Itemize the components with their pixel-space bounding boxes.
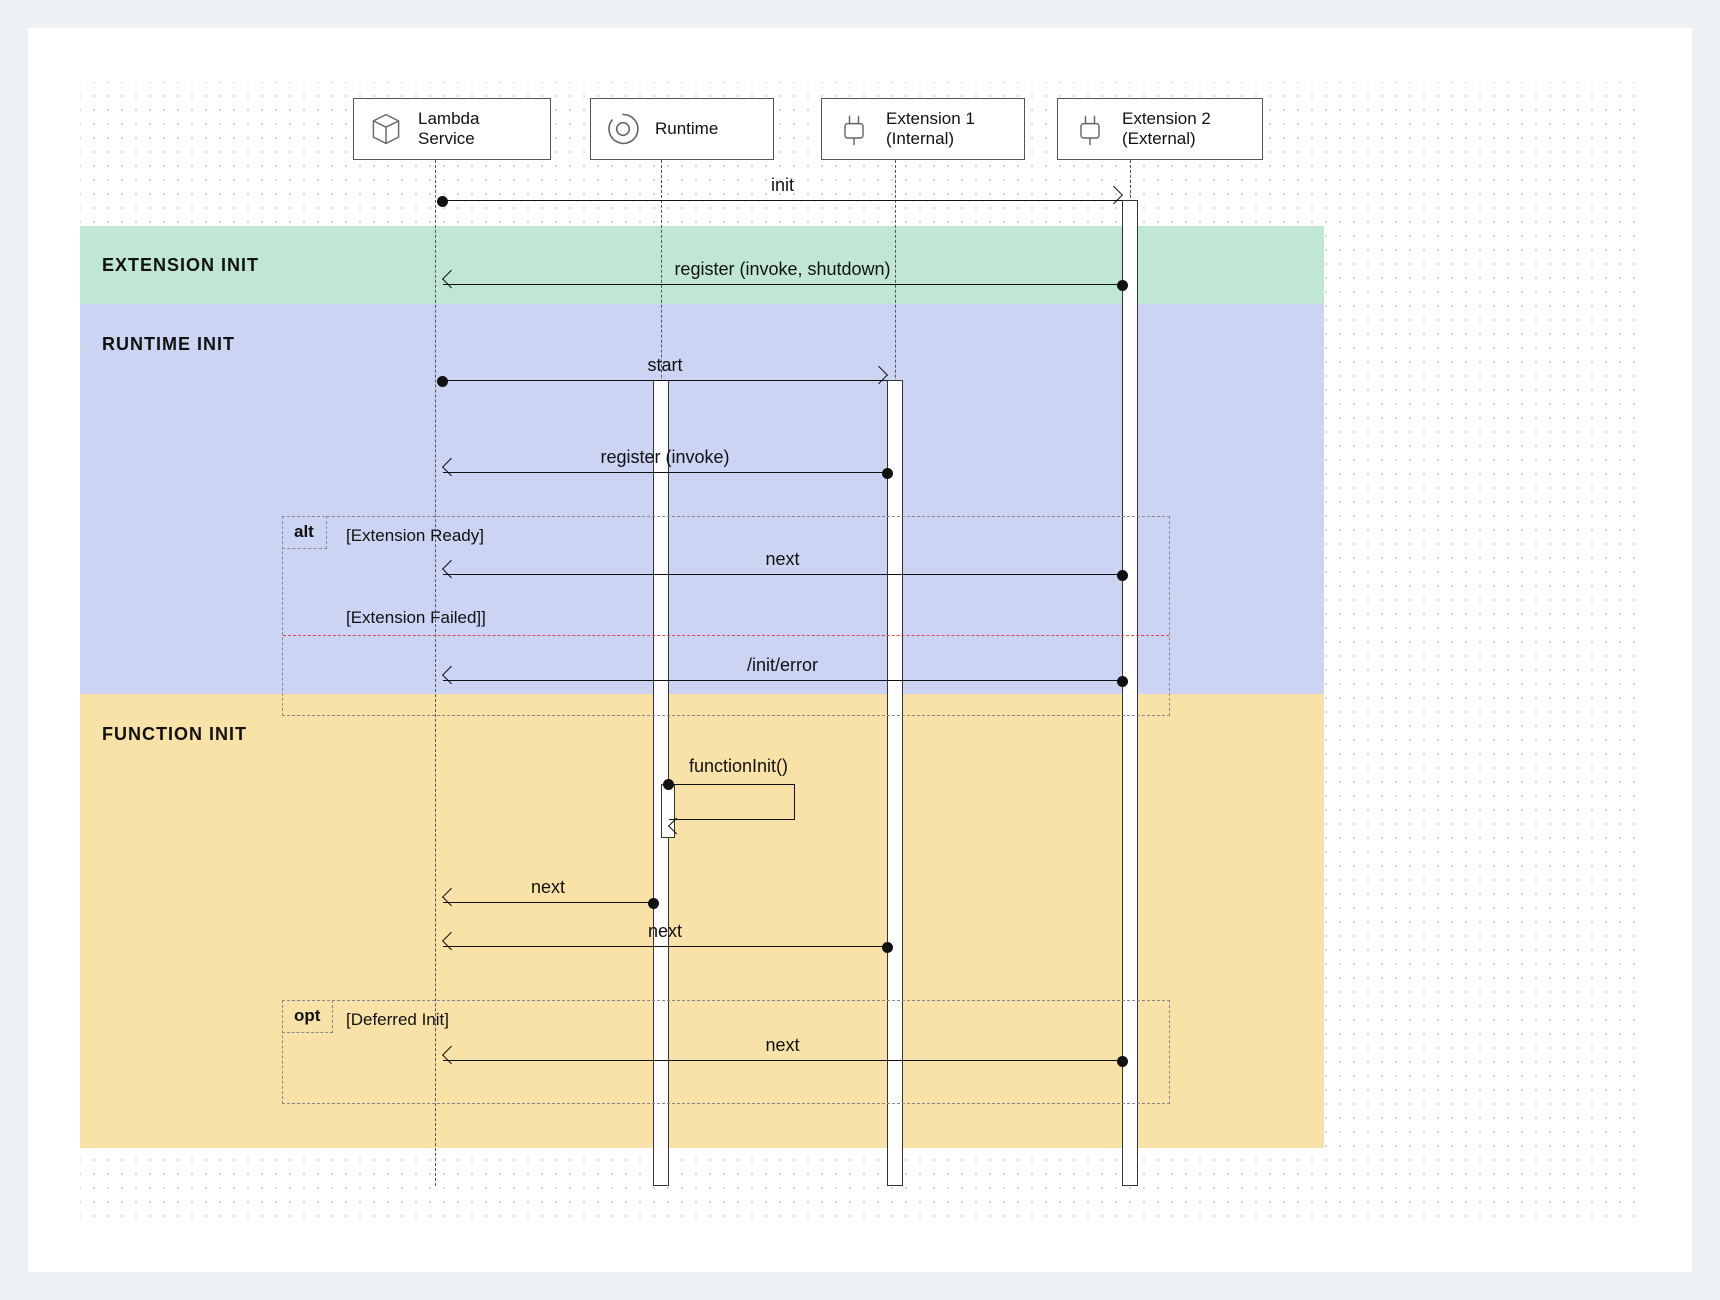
message-label: /init/error: [443, 655, 1122, 676]
message-initerr: /init/error: [443, 680, 1122, 681]
message-reg2: register (invoke): [443, 472, 887, 473]
phase-label-rt_init: RUNTIME INIT: [102, 334, 235, 355]
message-label: next: [443, 549, 1122, 570]
message-label: next: [443, 1035, 1122, 1056]
fragment-guard: [Deferred Init]: [346, 1010, 449, 1030]
message-label: next: [443, 921, 887, 942]
diagram-canvas: EXTENSION INITRUNTIME INITFUNCTION INIT …: [0, 0, 1720, 1300]
participant-label: Runtime: [655, 119, 718, 139]
participant-runtime: Runtime: [590, 98, 774, 160]
fragment-op-alt: alt: [282, 516, 327, 549]
fragment-divider: [283, 635, 1169, 636]
message-origin-dot: [437, 376, 448, 387]
ring-icon: [605, 111, 641, 147]
message-origin-dot: [882, 942, 893, 953]
cube-icon: [368, 111, 404, 147]
message-label: start: [443, 355, 887, 376]
message-origin-dot: [648, 898, 659, 909]
participant-ext1: Extension 1(Internal): [821, 98, 1025, 160]
self-call-label: functionInit(): [689, 756, 788, 777]
message-origin-dot: [1117, 676, 1128, 687]
plug-icon: [836, 111, 872, 147]
message-nextC: next: [443, 1060, 1122, 1061]
self-call-dot: [663, 779, 674, 790]
self-call-functioninit: [669, 784, 795, 820]
plug-icon: [1072, 111, 1108, 147]
participant-label: Extension 2(External): [1122, 109, 1211, 150]
fragment-op-opt: opt: [282, 1000, 333, 1033]
message-origin-dot: [437, 196, 448, 207]
message-init: init: [443, 200, 1122, 201]
participant-lambda: LambdaService: [353, 98, 551, 160]
message-label: register (invoke): [443, 447, 887, 468]
phase-label-ext_init: EXTENSION INIT: [102, 255, 259, 276]
participant-ext2: Extension 2(External): [1057, 98, 1263, 160]
message-origin-dot: [1117, 570, 1128, 581]
message-next1: next: [443, 574, 1122, 575]
message-label: register (invoke, shutdown): [443, 259, 1122, 280]
fragment-guard: [Extension Failed]]: [346, 608, 486, 628]
message-label: init: [443, 175, 1122, 196]
message-nextA: next: [443, 902, 653, 903]
message-origin-dot: [1117, 280, 1128, 291]
fragment-guard: [Extension Ready]: [346, 526, 484, 546]
message-nextB: next: [443, 946, 887, 947]
message-label: next: [443, 877, 653, 898]
message-start: start: [443, 380, 887, 381]
participant-label: Extension 1(Internal): [886, 109, 975, 150]
phase-label-fn_init: FUNCTION INIT: [102, 724, 247, 745]
message-origin-dot: [882, 468, 893, 479]
participant-label: LambdaService: [418, 109, 479, 150]
message-reg1: register (invoke, shutdown): [443, 284, 1122, 285]
message-origin-dot: [1117, 1056, 1128, 1067]
